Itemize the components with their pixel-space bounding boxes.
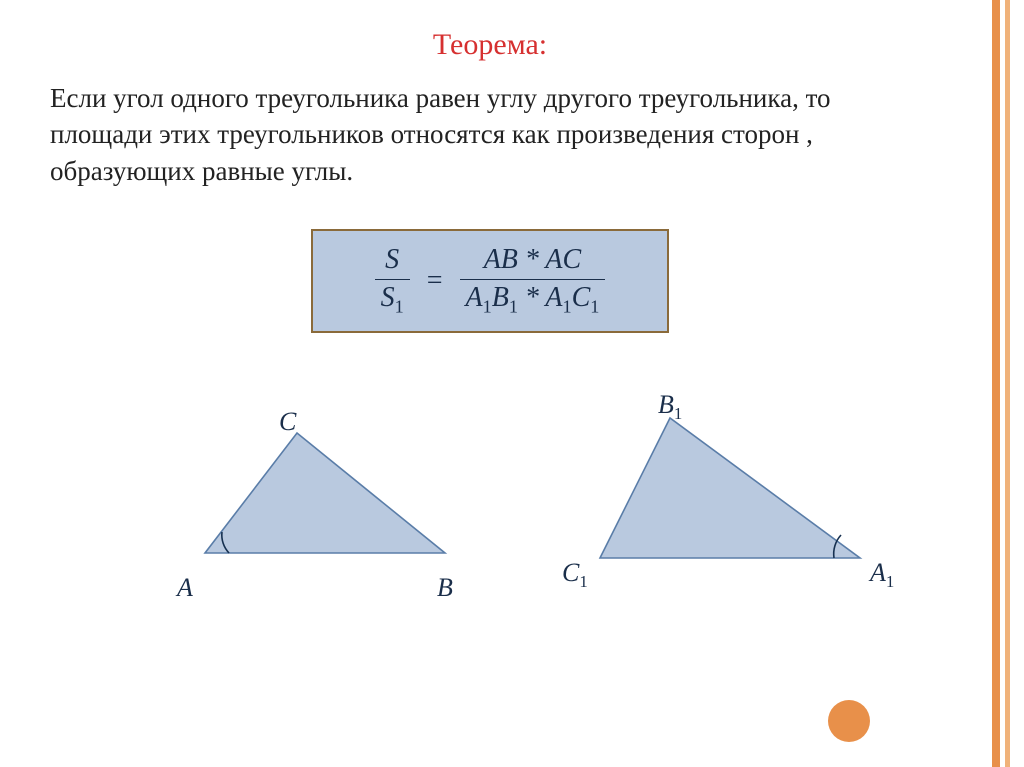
triangle-a1b1c1-svg xyxy=(580,388,910,588)
label-b: B xyxy=(437,573,453,603)
equals-sign: = xyxy=(417,265,453,297)
label-b1: B1 xyxy=(658,390,682,424)
theorem-statement: Если угол одного треугольника равен углу… xyxy=(0,80,980,189)
stripe-minor xyxy=(1005,0,1010,767)
frac-right-den: A1B1 * A1C1 xyxy=(460,280,606,317)
label-a: A xyxy=(177,573,193,603)
frac-right: AB * AC A1B1 * A1C1 xyxy=(460,245,606,316)
triangle-abc-svg xyxy=(185,413,475,593)
label-c: C xyxy=(279,407,296,437)
triangle-a1b1c1-poly xyxy=(600,418,860,558)
triangle-abc: A B C xyxy=(185,413,475,598)
label-c1: C1 xyxy=(562,558,588,592)
frac-left-den: S1 xyxy=(375,280,410,317)
right-stripe xyxy=(980,0,1024,767)
label-a1: A1 xyxy=(870,558,894,592)
theorem-title: Теорема: xyxy=(0,28,980,62)
nav-circle-icon[interactable] xyxy=(828,700,870,742)
triangle-a1b1c1: A1 B1 C1 xyxy=(580,388,910,593)
stripe-major xyxy=(992,0,1000,767)
slide-body: Теорема: Если угол одного треугольника р… xyxy=(0,0,980,767)
formula-box: S S1 = AB * AC A1B1 * A1C1 xyxy=(311,229,669,332)
triangle-abc-poly xyxy=(205,433,445,553)
figures-area: A B C A1 B1 C1 xyxy=(0,353,980,653)
frac-right-num: AB * AC xyxy=(460,245,606,280)
frac-left-num: S xyxy=(375,245,410,280)
frac-left: S S1 xyxy=(375,245,410,316)
